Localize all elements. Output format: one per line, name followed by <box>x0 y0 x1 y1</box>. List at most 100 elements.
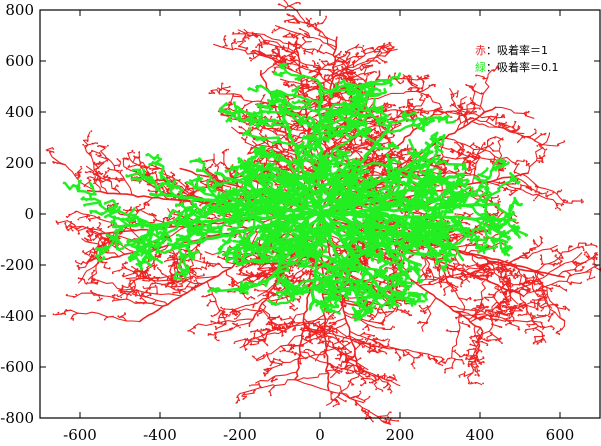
particle <box>153 275 156 278</box>
branch-stroke <box>143 282 157 290</box>
particle <box>91 142 94 145</box>
particle <box>102 243 104 246</box>
particle <box>299 110 302 113</box>
branch-stroke <box>223 151 228 169</box>
particle <box>305 110 308 113</box>
particle <box>209 333 212 336</box>
particle <box>407 88 410 91</box>
particle <box>252 126 254 129</box>
particle <box>120 296 123 299</box>
particle <box>166 217 169 220</box>
particle <box>408 102 410 105</box>
particle <box>214 331 216 334</box>
branch-stroke <box>284 81 290 87</box>
particle <box>294 55 296 58</box>
particle <box>75 227 78 230</box>
branch-stroke <box>189 266 201 270</box>
branch-stroke <box>149 286 158 295</box>
particle <box>217 317 220 320</box>
branch-stroke <box>220 307 225 312</box>
particle <box>332 254 335 257</box>
particle <box>376 48 379 51</box>
particle <box>336 331 338 334</box>
particle <box>368 335 371 338</box>
particle <box>397 419 400 422</box>
particle <box>265 323 268 326</box>
particle <box>454 259 457 261</box>
particle <box>71 229 74 232</box>
particle <box>224 149 227 152</box>
particle <box>426 96 429 99</box>
particle <box>184 278 187 281</box>
particle <box>452 104 454 107</box>
particle <box>282 151 284 153</box>
particle <box>335 139 337 141</box>
particle <box>213 158 215 161</box>
particle <box>470 85 473 88</box>
branch-stroke <box>501 124 509 129</box>
particle <box>220 113 223 116</box>
particle <box>411 84 414 87</box>
particle <box>264 328 267 330</box>
branch-stroke <box>422 74 429 80</box>
particle <box>370 47 372 50</box>
particle <box>406 211 409 214</box>
particle <box>464 114 467 117</box>
branch-stroke <box>364 172 375 176</box>
particle <box>317 21 320 24</box>
particle <box>323 84 325 86</box>
branch-stroke <box>361 64 374 69</box>
branch-stroke <box>134 270 141 279</box>
particle <box>312 275 315 278</box>
particle <box>525 164 528 167</box>
particle <box>101 181 103 183</box>
particle <box>491 141 494 144</box>
particle <box>133 237 136 240</box>
particle <box>238 311 241 313</box>
particle <box>348 71 350 73</box>
particle <box>252 304 255 306</box>
particle <box>413 367 416 369</box>
branch-stroke <box>485 114 499 123</box>
particle <box>315 68 318 71</box>
particle <box>458 264 460 266</box>
particle <box>353 60 356 63</box>
particle <box>472 103 475 106</box>
particle <box>236 396 239 399</box>
particle <box>262 94 265 97</box>
particle <box>304 95 307 98</box>
particle <box>558 190 560 193</box>
particle <box>422 257 424 260</box>
branch-stroke <box>427 83 436 89</box>
particle <box>318 58 321 61</box>
particle <box>189 258 192 261</box>
particle <box>113 294 116 297</box>
particle <box>100 241 103 243</box>
particle <box>497 195 500 197</box>
particle <box>170 171 173 174</box>
particle <box>245 136 248 139</box>
particle <box>450 93 453 96</box>
particle <box>224 38 227 41</box>
branch-stroke <box>407 76 413 86</box>
particle <box>238 31 240 34</box>
particle <box>158 179 161 182</box>
particle <box>311 260 314 263</box>
particle <box>90 130 93 133</box>
particle <box>269 323 271 326</box>
particle <box>236 323 239 325</box>
particle <box>253 289 256 292</box>
particle <box>106 316 109 318</box>
particle <box>239 326 241 329</box>
particle <box>142 273 145 276</box>
particle <box>149 294 152 297</box>
branch-stroke <box>206 300 217 307</box>
particle <box>511 284 514 287</box>
branch-stroke <box>138 270 147 278</box>
particle <box>385 352 388 355</box>
particle <box>266 149 268 152</box>
particle <box>302 36 304 39</box>
particle <box>123 209 125 211</box>
particle <box>394 72 396 75</box>
particle <box>271 326 274 328</box>
